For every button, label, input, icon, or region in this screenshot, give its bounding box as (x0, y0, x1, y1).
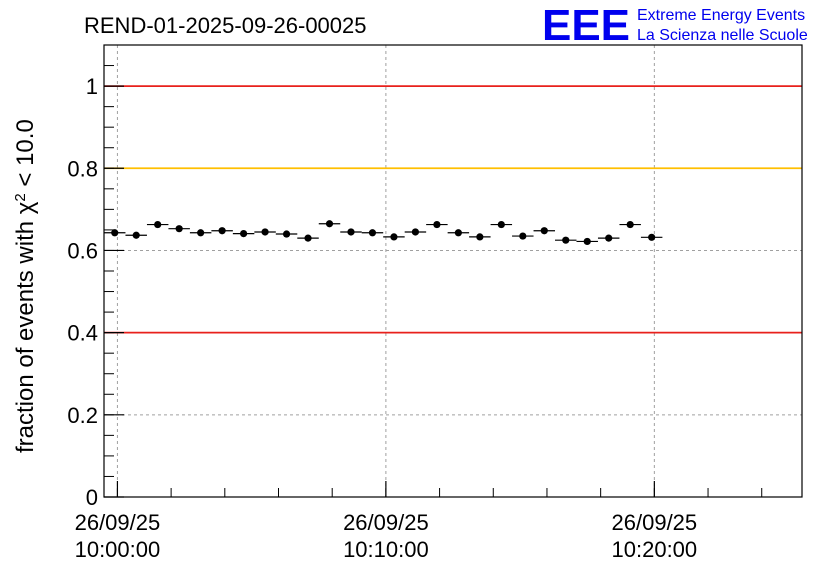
data-point (447, 229, 470, 237)
data-point (168, 225, 190, 233)
x-tick-time: 10:00:00 (75, 537, 161, 562)
y-axis-label: fraction of events with χ2 < 10.0 (12, 119, 40, 453)
data-point (404, 228, 427, 236)
x-tick-date: 26/09/25 (612, 510, 698, 535)
data-point (275, 230, 298, 238)
data-point (361, 229, 384, 237)
x-axis: 26/09/2510:00:0026/09/2510:10:0026/09/25… (75, 481, 763, 562)
data-point (232, 230, 255, 238)
data-point (340, 228, 362, 236)
reference-lines (104, 85, 802, 334)
data-point (469, 233, 491, 241)
y-tick-label: 0.8 (67, 156, 98, 181)
data-point (211, 227, 233, 235)
data-point (146, 220, 169, 229)
data-point (576, 237, 598, 246)
y-tick-label: 0.4 (67, 321, 98, 346)
logo-text: EEE (542, 1, 630, 50)
data-point (254, 228, 276, 236)
data-point (383, 233, 405, 241)
data-point (426, 220, 448, 229)
logo-line1: Extreme Energy Events (637, 7, 805, 24)
data-point (555, 236, 577, 244)
x-tick-date: 26/09/25 (343, 510, 429, 535)
data-points (104, 220, 663, 246)
y-tick-label: 0.2 (67, 403, 98, 428)
data-point (597, 234, 620, 242)
logo-line2: La Scienza nelle Scuole (637, 27, 808, 44)
x-tick-date: 26/09/25 (75, 510, 161, 535)
chart-title: REND-01-2025-09-26-00025 (84, 13, 367, 38)
y-axis: 0 0.2 0.4 0.6 0.8 1 (67, 44, 124, 510)
data-point (189, 229, 212, 237)
x-tick-time: 10:20:00 (612, 537, 698, 562)
y-tick-label: 0.6 (67, 238, 98, 263)
x-tick-time: 10:10:00 (343, 537, 429, 562)
data-point (490, 220, 513, 229)
data-point (640, 233, 663, 241)
data-point (297, 234, 319, 242)
data-point (512, 232, 534, 240)
data-point (318, 220, 341, 228)
plot-frame (103, 44, 803, 498)
grid-lines (104, 45, 802, 498)
data-point (104, 229, 126, 237)
data-point (619, 220, 641, 229)
y-tick-label: 1 (86, 74, 98, 99)
data-point (125, 231, 147, 239)
eee-logo: EEE Extreme Energy Events La Scienza nel… (542, 1, 808, 50)
y-tick-label: 0 (86, 485, 98, 510)
data-point (533, 227, 556, 235)
